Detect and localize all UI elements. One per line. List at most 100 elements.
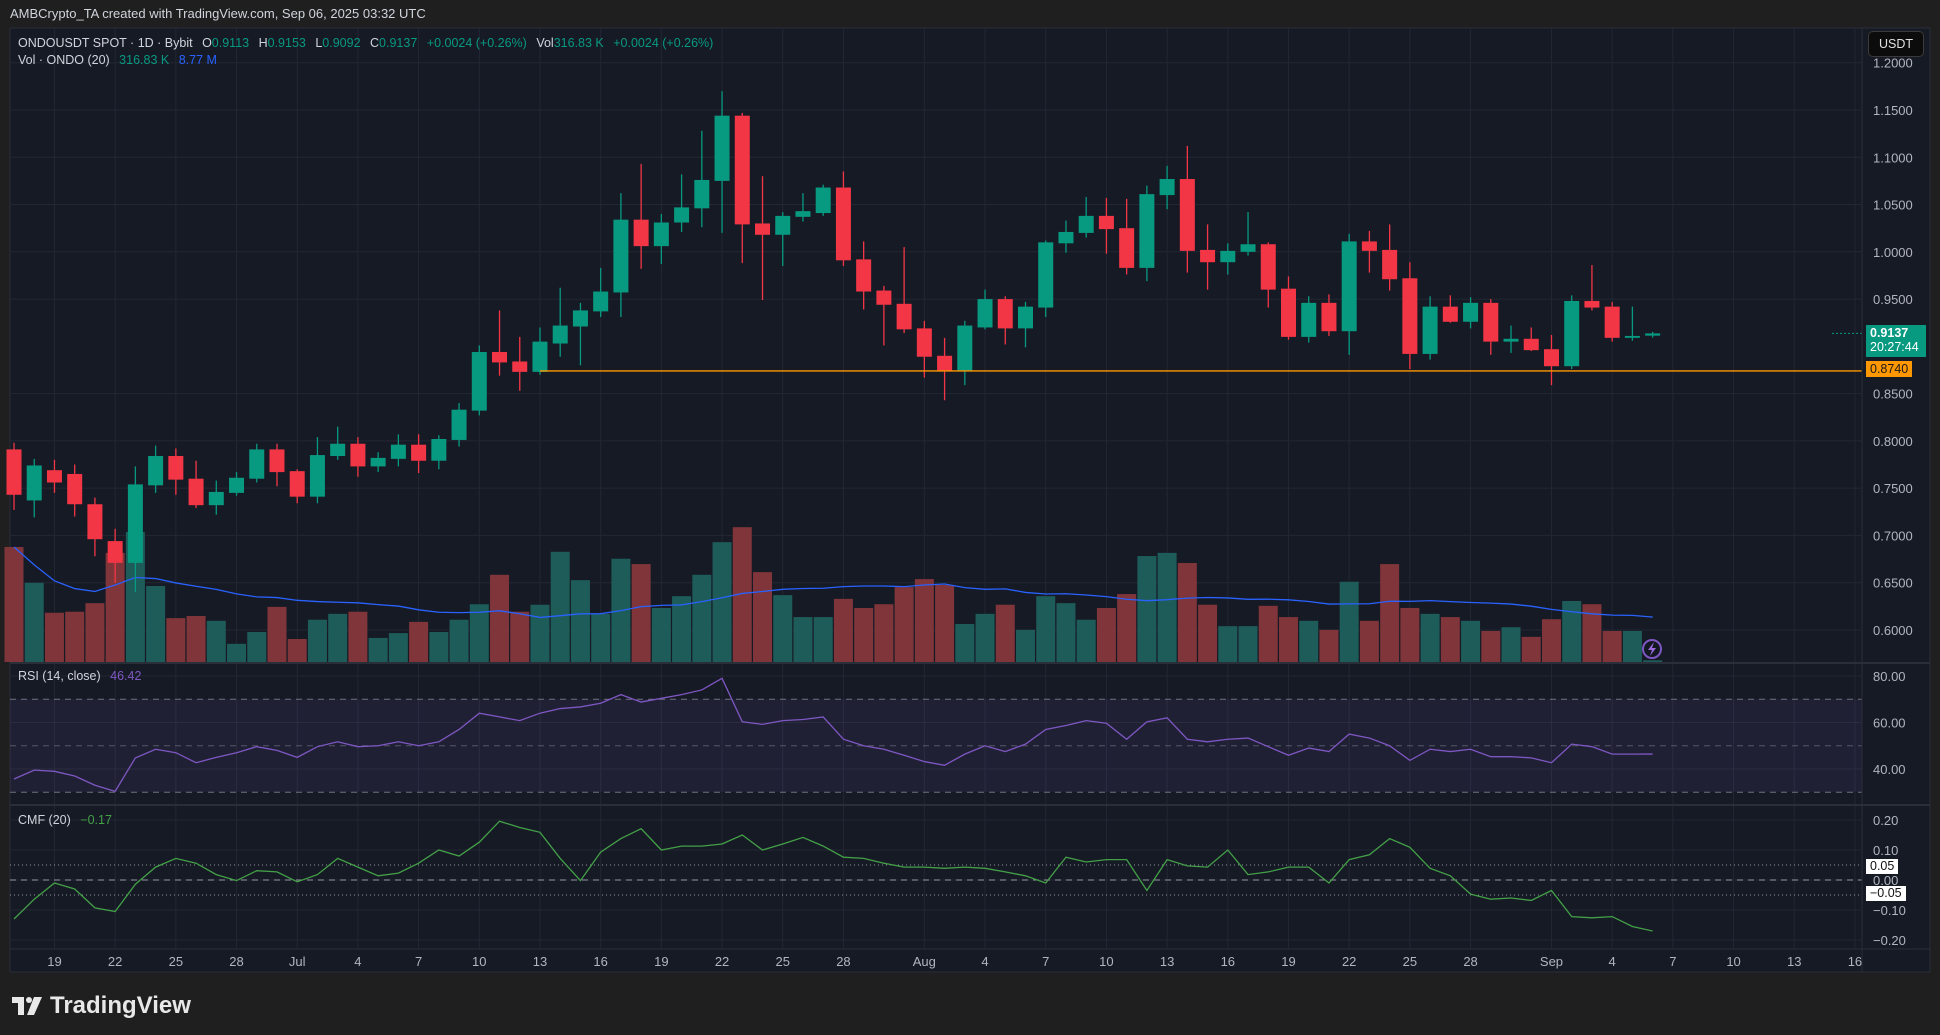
tradingview-logo[interactable]: TradingView [12,992,191,1020]
candle-down [1442,306,1458,322]
candle-down [1361,241,1377,251]
volume-bar [833,598,853,662]
time-label: 16 [1221,954,1235,969]
candle-down [1098,215,1114,230]
time-label: 10 [1099,954,1113,969]
lightning-icon[interactable] [1642,639,1662,659]
volume-bar [1420,613,1440,662]
volume-bar [1036,596,1056,662]
candle-down [916,328,932,357]
volume-bar [1359,620,1379,662]
candle-up [552,325,568,344]
volume-bar [1521,636,1541,662]
candle-down [512,361,528,372]
volume-bar [4,546,24,662]
high-label: H [258,36,268,50]
volume-bar [995,604,1015,662]
time-label: 22 [715,954,729,969]
candle-up [1078,215,1094,233]
open-value: 0.9113 [211,36,250,50]
price-tick-label: 1.1000 [1873,150,1913,165]
time-label: 19 [654,954,668,969]
candle-up [26,465,42,501]
candle-down [1260,244,1276,290]
time-label: 4 [981,954,988,969]
volume-bar [914,579,934,662]
volume-bar [1096,607,1116,662]
volume-bar [125,531,145,662]
close-value: 0.9137 [379,36,418,50]
candle-up [390,444,406,459]
volume-bar [692,574,712,662]
volume-ma-value: 8.77 M [178,53,217,67]
volume-bar [1157,552,1177,662]
candle-up [1341,241,1357,332]
cmf-line [13,820,1653,932]
rsi-legend[interactable]: RSI (14, close) 46.42 [18,669,147,683]
cmf-name[interactable]: CMF (20) [18,813,71,827]
candle-down [1584,300,1600,308]
candle-up [451,409,467,440]
candle-up [795,211,811,217]
candle-down [1402,278,1418,354]
cmf-tick-label: 0.20 [1873,813,1898,828]
volume-bars [4,527,1663,662]
candle-down [1321,302,1337,332]
candle-down [1200,249,1216,263]
candle-down [755,223,771,235]
time-label: 28 [1463,954,1477,969]
time-label: 22 [108,954,122,969]
volume-bar [1177,563,1197,662]
cmf-lower-level-badge: −0.05 [1866,886,1906,901]
time-label: 10 [1726,954,1740,969]
candle-down [1604,306,1620,338]
candle-down [350,443,366,467]
candle-up [431,438,447,461]
volume-indicator-name[interactable]: Vol · ONDO (20) [18,53,110,67]
rsi-value: 46.42 [110,669,142,683]
candle-up [330,443,346,457]
candle-down [1483,302,1499,342]
volume-bar [1238,626,1258,662]
candle-up [1301,302,1317,337]
candle-up [1463,302,1479,322]
volume-bar [65,611,85,662]
time-label: 13 [533,954,547,969]
indicators [10,677,1862,932]
volume-bar [206,620,226,662]
currency-button[interactable]: USDT [1868,31,1924,57]
volume-bar [955,624,975,662]
horizontal-line-price-badge: 0.8740 [1866,361,1913,377]
volume-legend[interactable]: Vol · ONDO (20) 316.83 K 8.77 M [18,53,223,67]
time-label: 19 [1281,954,1295,969]
candle-up [775,215,791,235]
volume-bar [530,604,550,662]
volume-bar [1076,619,1096,662]
low-label: L [315,36,323,50]
price-tick-label: 1.0500 [1873,198,1913,213]
attribution: AMBCrypto_TA created with TradingView.co… [10,6,426,21]
candle-down [87,504,103,540]
bar-countdown: 20:27:44 [1870,340,1919,354]
symbol-legend[interactable]: ONDOUSDT SPOT · 1D · Bybit O0.9113 H0.91… [18,36,719,50]
volume-bar [1278,617,1298,662]
symbol-name[interactable]: ONDOUSDT SPOT · 1D · Bybit [18,36,193,50]
volume-bar [44,612,64,662]
change-value: +0.0024 (+0.26%) [426,36,527,50]
volume-bar [570,580,590,662]
candle-up [653,222,669,247]
tradingview-logo-text: TradingView [50,992,191,1019]
vol-value: 316.83 K [553,36,604,50]
volume-bar [368,637,388,662]
candle-down [107,541,123,563]
candle-down [1179,179,1195,251]
rsi-name[interactable]: RSI (14, close) [18,669,101,683]
rsi-tick-label: 80.00 [1873,669,1906,684]
candle-up [309,455,325,497]
candle-up [532,341,548,372]
current-price-badge: 0.9137 20:27:44 [1866,325,1926,357]
candle-down [997,299,1013,329]
cmf-legend[interactable]: CMF (20) −0.17 [18,813,118,827]
candle-up [572,310,588,327]
